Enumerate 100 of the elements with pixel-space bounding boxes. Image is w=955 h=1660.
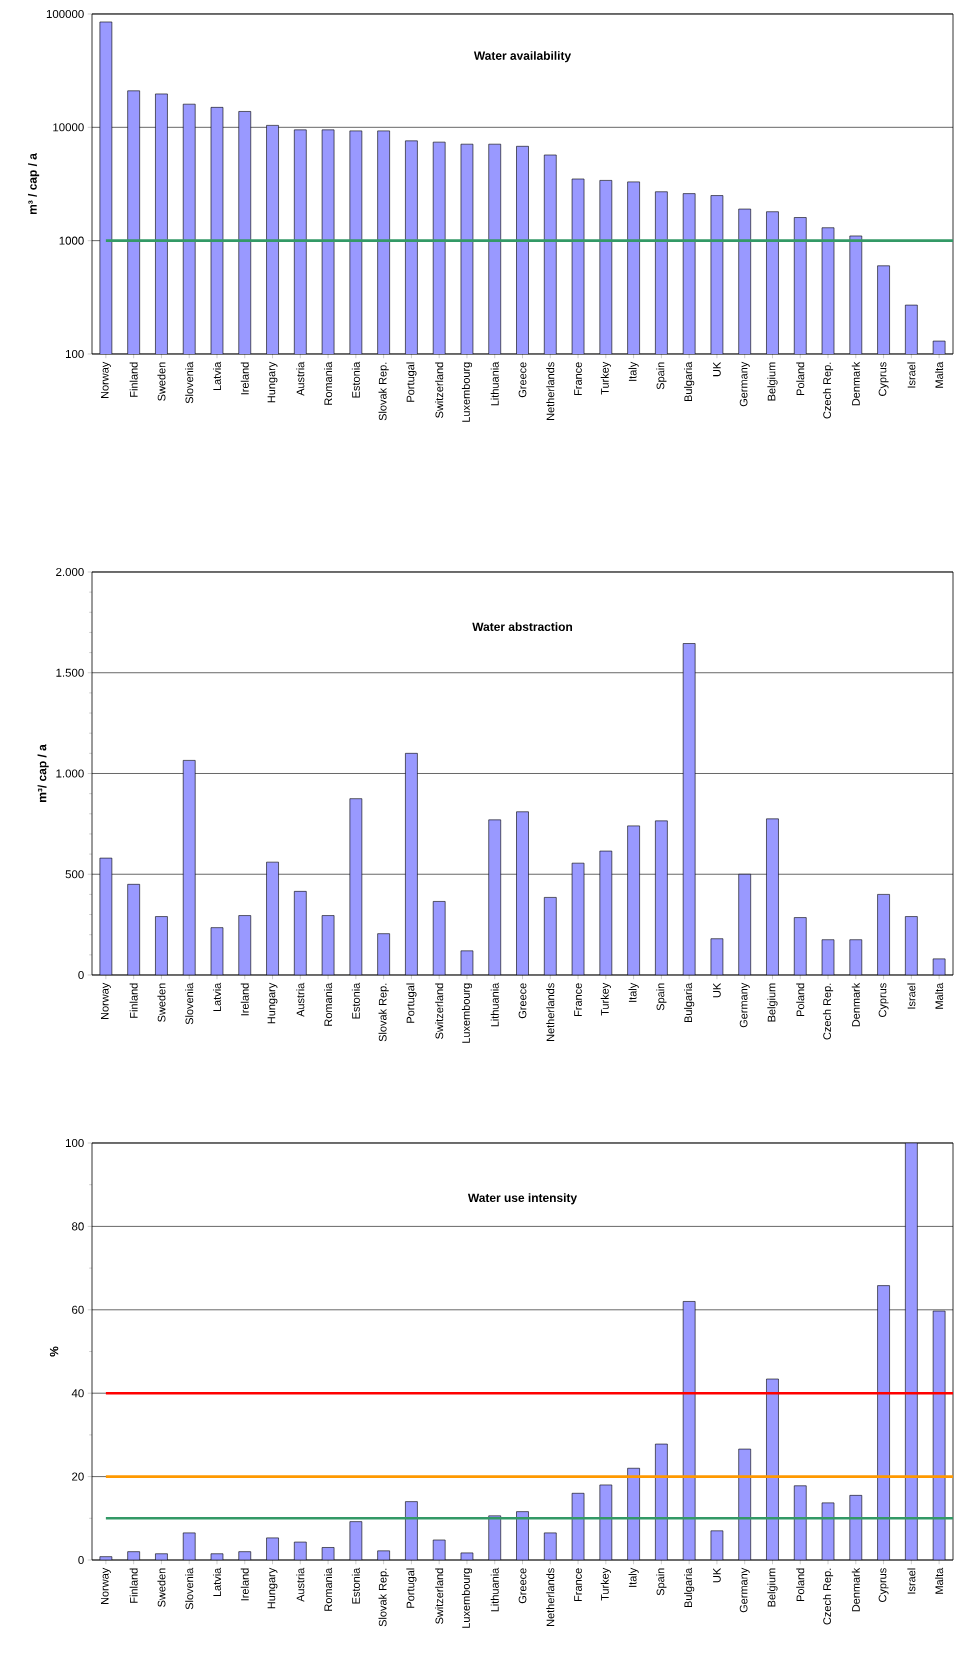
x-tick-label: Romania [324,1567,333,1611]
x-tick-label: Italy [628,982,639,1002]
text: Water abstraction [472,622,573,631]
x-tick-label: Hungary [267,361,278,403]
y-tick-label: 80 [71,1222,84,1231]
x-tick-label: France [574,362,582,395]
x-tick-label: Poland [796,362,805,395]
x-tick-label: Estonia [351,361,360,398]
y-tick-label: 0 [78,970,84,980]
x-tick-label: Sweden [157,983,166,1022]
x-tick-label: Belgium [767,983,778,1022]
x-tick-label: Italy [628,361,639,381]
x-tick-label: Turkey [600,982,611,1016]
y-tick-label: 100 [65,1138,84,1148]
x-tick-label: Sweden [157,1568,166,1607]
x-tick-label: Austria [296,361,305,396]
y-tick-label: 40 [71,1389,84,1398]
x-tick-label: Malta [935,361,944,388]
x-tick-label: Luxembourg [461,1568,473,1628]
y-axis-title: m³/ cap / a [37,744,49,802]
x-tick-label: Finland [129,1568,138,1603]
x-tick-label: Norway [100,361,111,398]
x-tick-label: Switzerland [435,1568,444,1624]
y-tick-label: 60 [72,1305,84,1314]
x-tick-label: Slovenia [185,361,194,404]
x-tick-label: Greece [518,362,527,398]
x-tick-label: Ireland [240,983,249,1016]
x-tick-label: Ireland [240,1568,249,1601]
x-tick-label: Czech Rep. [822,983,834,1040]
y-tick-label: 100000 [46,9,84,19]
x-tick-label: Netherlands [546,983,555,1041]
x-tick-label: Bulgaria [684,1567,695,1608]
x-tick-label: Belgium [767,362,778,401]
x-tick-label: Norway [100,982,111,1019]
x-tick-label: Greece [518,983,527,1019]
x-tick-label: Norway [100,1567,111,1605]
x-tick-label: Czech Rep. [822,1568,834,1625]
x-tick-label: Cyprus [878,1568,889,1602]
x-tick-label: Romania [324,982,333,1026]
text: Water use intensity [467,1193,578,1205]
x-tick-label: Hungary [267,1567,278,1609]
x-tick-label: Finland [129,362,138,397]
x-tick-label: Israel [907,362,916,388]
x-tick-label: Portugal [406,983,417,1023]
x-tick-label: Slovak Rep. [378,362,389,421]
y-tick-label: 1.500 [56,668,84,677]
x-tick-label: Poland [796,983,805,1016]
x-tick-label: Cyprus [878,983,889,1017]
x-tick-label: Slovak Rep. [378,1568,389,1627]
x-tick-label: Denmark [851,982,860,1027]
x-tick-label: Denmark [851,361,860,406]
x-tick-label: Slovenia [185,982,194,1025]
text: Water availability [473,51,572,63]
x-tick-label: Greece [518,1568,527,1604]
x-tick-label: UK [713,361,721,377]
x-tick-label: Spain [656,1568,667,1596]
x-tick-label: Czech Rep. [822,362,834,419]
y-tick-label: 500 [65,870,84,879]
x-tick-label: Latvia [212,982,222,1012]
y-tick-label: 20 [72,1472,84,1481]
y-tick-label: 10000 [53,123,84,132]
x-tick-label: Switzerland [435,983,444,1039]
x-tick-label: Turkey [600,1567,611,1601]
x-tick-label: Slovak Rep. [378,983,389,1042]
x-tick-label: Austria [296,1567,305,1602]
x-tick-label: Portugal [406,1568,417,1608]
x-tick-label: Netherlands [546,1568,555,1626]
x-tick-label: Slovenia [185,1567,194,1610]
x-tick-label: Italy [628,1567,639,1587]
x-tick-label: Israel [907,983,916,1009]
y-tick-label: 1.000 [56,769,84,778]
x-tick-label: Lithuania [490,982,499,1027]
x-tick-label: Turkey [600,361,611,395]
x-tick-label: Spain [656,362,667,390]
x-tick-label: Cyprus [878,362,889,396]
x-tick-label: Luxembourg [461,362,473,422]
y-tick-label: 100 [65,349,84,359]
x-tick-label: Belgium [767,1568,778,1607]
x-tick-label: Malta [935,1567,944,1594]
x-tick-label: Germany [739,1567,750,1613]
x-tick-label: Austria [296,982,305,1017]
x-tick-label: UK [713,1567,721,1583]
x-tick-label: Lithuania [490,1567,499,1612]
x-tick-label: Switzerland [435,362,444,418]
x-tick-label: Lithuania [490,361,499,406]
x-tick-label: Spain [656,983,667,1011]
y-tick-label: 0 [78,1555,84,1565]
x-tick-label: Israel [907,1568,916,1594]
x-tick-label: Estonia [351,1567,360,1604]
x-tick-label: Germany [739,982,750,1028]
y-axis-title: % [49,1346,59,1357]
x-tick-label: Denmark [851,1567,860,1612]
x-tick-label: UK [713,982,721,998]
y-tick-label: 2.000 [56,567,84,577]
y-axis-title: m³ / cap / a [28,153,40,215]
x-tick-label: Latvia [212,361,222,391]
x-tick-label: Sweden [157,362,166,401]
x-tick-label: Latvia [212,1567,222,1597]
y-tick-label: 1000 [59,236,84,245]
x-tick-label: Malta [935,982,944,1009]
